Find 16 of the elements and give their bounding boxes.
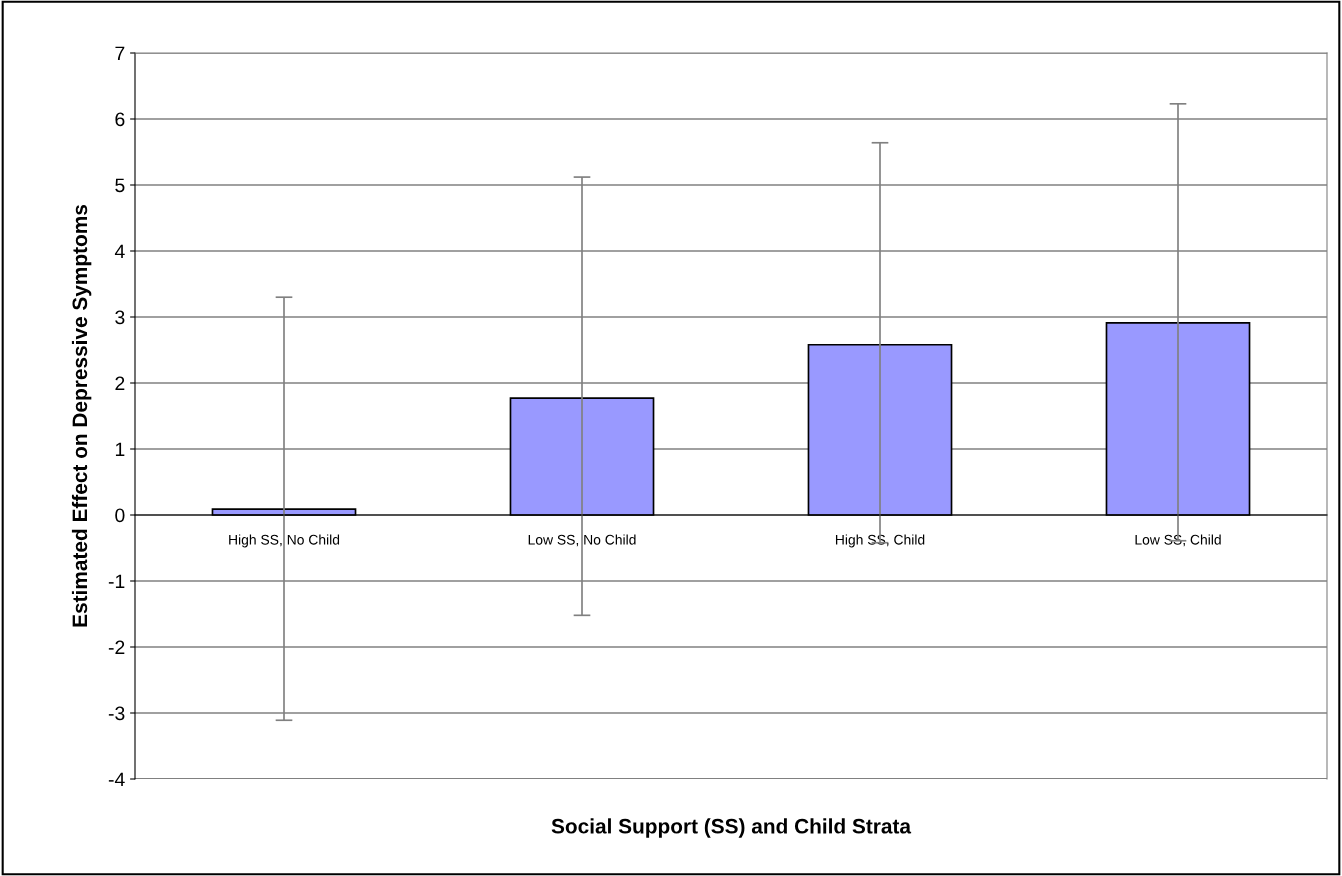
- y-tick-label: 2: [115, 376, 125, 391]
- y-tick-label: 4: [114, 244, 125, 259]
- y-tick-label: 6: [115, 112, 125, 127]
- y-tick-label: -2: [108, 640, 125, 655]
- y-tick-label: -4: [108, 772, 125, 787]
- y-tick-label: 5: [115, 178, 125, 193]
- x-tick-label: High SS, No Child: [229, 534, 340, 548]
- y-tick-label: 0: [115, 508, 125, 523]
- y-tick-label: -3: [108, 706, 125, 721]
- x-axis-title: Social Support (SS) and Child Strata: [551, 818, 912, 838]
- y-tick-label: 3: [115, 310, 125, 325]
- y-tick-label: 7: [115, 46, 125, 61]
- y-tick-label: 1: [115, 442, 125, 457]
- y-axis-title: Estimated Effect on Depressive Symptoms: [71, 204, 92, 627]
- y-tick-label: -1: [108, 574, 125, 589]
- x-tick-label: Low SS, No Child: [528, 534, 636, 547]
